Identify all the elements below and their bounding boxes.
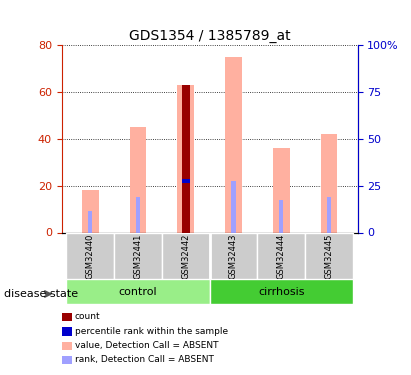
Text: count: count [75,312,100,321]
Bar [182,85,190,232]
Bar [231,181,236,232]
Text: cirrhosis: cirrhosis [258,286,305,297]
Text: disease state: disease state [4,290,78,299]
Bar [273,148,290,232]
Text: GSM32442: GSM32442 [181,233,190,279]
Bar [88,211,92,232]
Bar [225,57,242,232]
FancyBboxPatch shape [67,279,210,304]
Text: GSM32443: GSM32443 [229,233,238,279]
FancyBboxPatch shape [67,232,114,279]
Title: GDS1354 / 1385789_at: GDS1354 / 1385789_at [129,28,291,43]
FancyBboxPatch shape [114,232,162,279]
Text: control: control [119,286,157,297]
FancyBboxPatch shape [305,232,353,279]
Bar [129,127,146,232]
Text: GSM32440: GSM32440 [86,233,95,279]
Text: percentile rank within the sample: percentile rank within the sample [75,327,228,336]
Bar [136,197,140,232]
Bar [327,197,331,232]
Text: rank, Detection Call = ABSENT: rank, Detection Call = ABSENT [75,355,214,364]
Bar [184,181,188,232]
FancyBboxPatch shape [257,232,305,279]
Text: GSM32445: GSM32445 [324,233,333,279]
Bar [82,190,99,232]
FancyBboxPatch shape [210,232,257,279]
Text: value, Detection Call = ABSENT: value, Detection Call = ABSENT [75,341,218,350]
Bar [182,178,190,183]
Bar [178,85,194,232]
Text: GSM32444: GSM32444 [277,233,286,279]
FancyBboxPatch shape [210,279,353,304]
FancyBboxPatch shape [162,232,210,279]
Bar [279,200,283,232]
Bar [321,134,337,232]
Text: GSM32441: GSM32441 [134,233,143,279]
